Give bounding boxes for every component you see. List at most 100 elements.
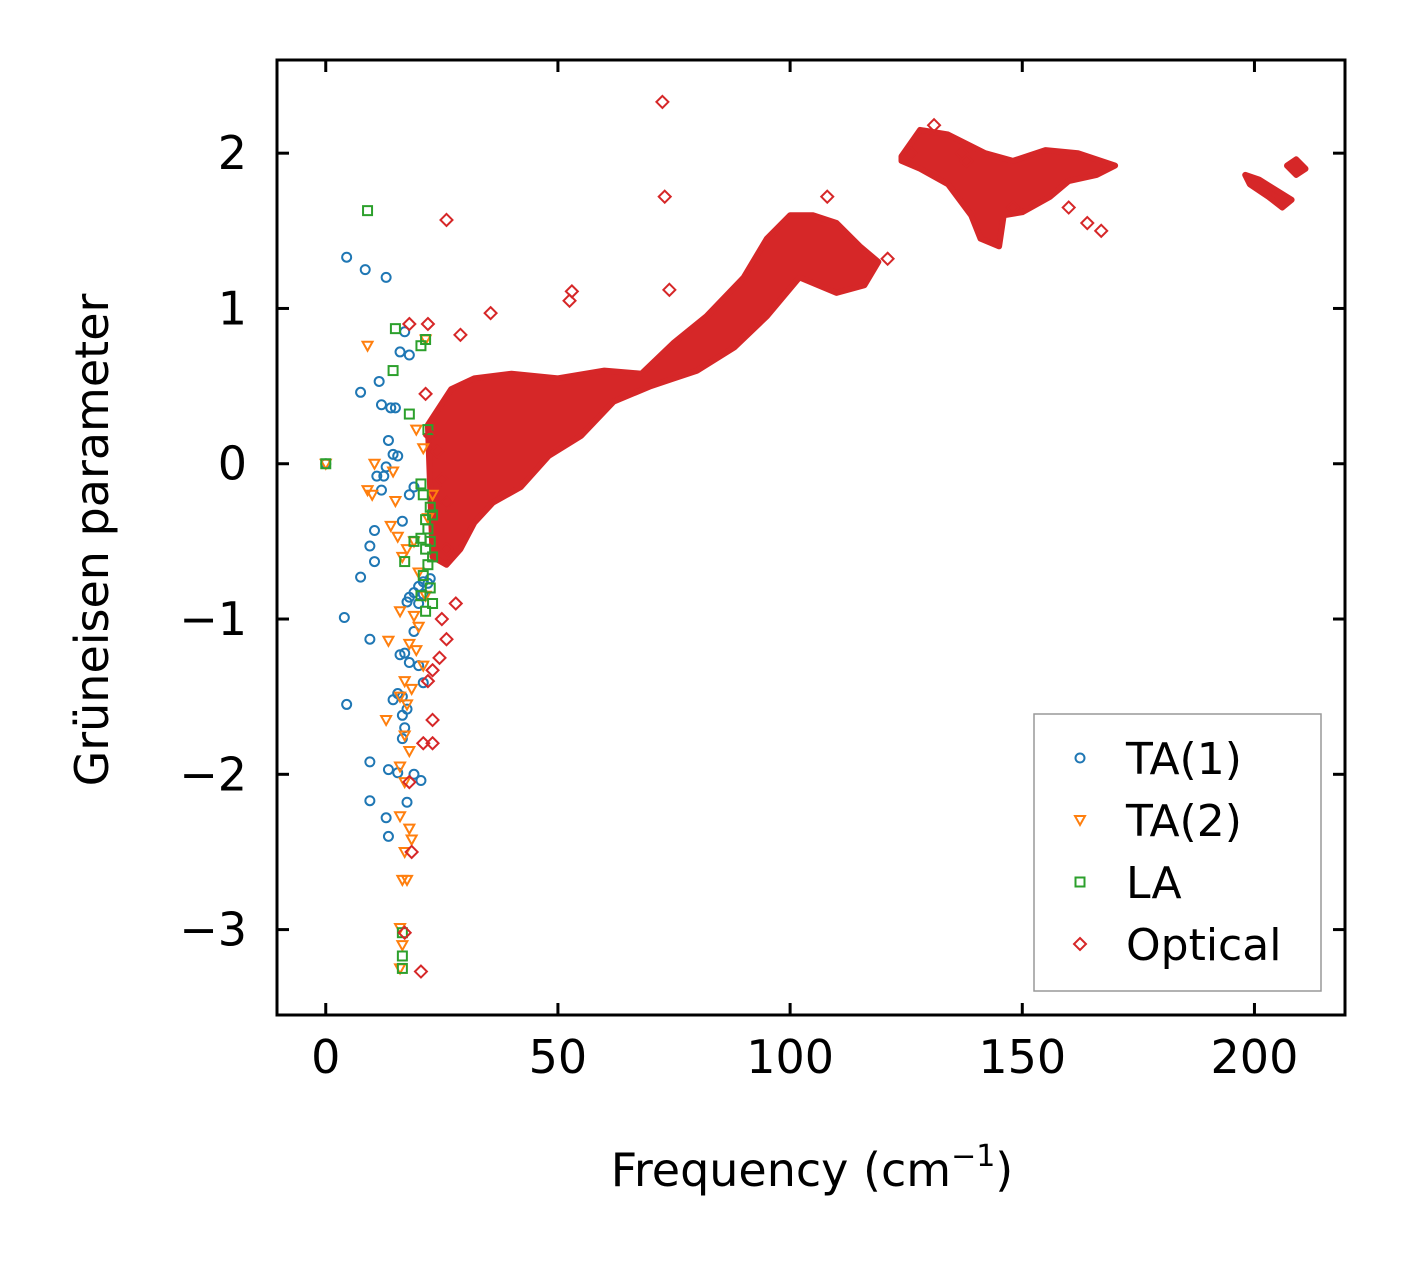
optical-dense-bands: [424, 126, 1309, 568]
data-point: [415, 590, 427, 602]
data-point: [389, 323, 401, 335]
data-point: [399, 556, 411, 568]
data-point: [411, 567, 426, 580]
data-point: [1079, 215, 1095, 231]
data-point: [391, 531, 405, 544]
data-point: [439, 495, 454, 510]
data-point: [365, 489, 379, 502]
data-point: [417, 570, 429, 582]
data-point: [402, 638, 417, 651]
data-point: [434, 611, 450, 627]
data-point: [439, 631, 454, 647]
data-point: [379, 714, 393, 728]
data-point: [420, 316, 436, 332]
data-point: [355, 571, 367, 583]
data-point: [409, 424, 424, 437]
y-tick-label: 0: [218, 437, 247, 491]
data-point: [394, 346, 406, 358]
data-point: [380, 812, 392, 824]
data-point: [320, 458, 332, 470]
data-point: [959, 153, 974, 169]
data-point: [341, 698, 353, 710]
x-tick-label: 150: [978, 1030, 1066, 1084]
data-point: [396, 962, 408, 974]
x-tick-label: 200: [1211, 1030, 1299, 1084]
series-la: [320, 205, 439, 974]
data-point: [359, 264, 371, 276]
data-point: [385, 402, 397, 414]
data-point: [404, 834, 419, 847]
data-point: [388, 496, 403, 509]
data-point: [360, 340, 375, 353]
y-tick-label: −3: [179, 903, 247, 957]
data-point: [417, 677, 429, 689]
data-markers: [319, 94, 1109, 979]
data-point: [420, 673, 436, 689]
data-point: [396, 515, 408, 527]
data-point: [389, 402, 401, 414]
y-tick-label: 2: [218, 126, 247, 180]
data-point: [393, 606, 407, 619]
data-point: [403, 657, 415, 669]
data-point: [400, 874, 414, 887]
data-point: [661, 282, 677, 298]
data-point: [425, 662, 440, 678]
data-point: [381, 635, 396, 648]
data-point: [378, 470, 390, 482]
data-point: [413, 964, 429, 979]
data-point: [364, 540, 376, 552]
data-point: [403, 408, 415, 420]
data-point: [402, 823, 417, 836]
data-point: [417, 588, 429, 600]
x-axis-title-superscript: −1: [951, 1139, 995, 1174]
plot-frame: [275, 58, 1347, 1017]
data-point: [453, 327, 468, 343]
x-tick-label: 0: [311, 1030, 340, 1084]
legend-label: LA: [1126, 858, 1182, 909]
data-point: [425, 712, 440, 728]
legend-frame: [1033, 713, 1322, 992]
data-point: [657, 189, 673, 205]
data-point: [364, 756, 376, 768]
legend-entry: TA(1): [1074, 734, 1242, 785]
data-point: [407, 610, 421, 623]
legend-marker: [1073, 815, 1087, 828]
data-point: [403, 349, 415, 361]
optical-band-3: [1284, 156, 1309, 178]
data-point: [369, 556, 381, 568]
axis-ticks: 0 50 100 150 200 −3 −2 −1 0 1 2: [179, 60, 1345, 1084]
data-point: [392, 450, 404, 462]
x-axis-title: Frequency (cm−1): [611, 1139, 1014, 1197]
data-point: [373, 375, 385, 387]
optical-band-1: [898, 126, 1119, 250]
data-point: [425, 489, 440, 502]
data-point: [401, 774, 417, 790]
data-point: [393, 811, 407, 824]
data-point: [415, 775, 427, 787]
data-point: [413, 597, 425, 609]
data-point: [654, 94, 670, 110]
legend-marker: [1074, 876, 1086, 888]
data-point: [367, 458, 382, 471]
x-axis-title-main: Frequency (cm: [611, 1143, 951, 1197]
data-point: [439, 212, 454, 228]
data-point: [418, 386, 434, 402]
data-point: [382, 764, 394, 776]
data-point: [400, 544, 414, 557]
data-point: [415, 340, 427, 352]
data-point: [395, 940, 410, 953]
data-point: [416, 443, 430, 456]
y-tick-label: −2: [179, 747, 247, 801]
data-point: [424, 582, 436, 594]
data-point: [375, 399, 387, 411]
x-tick-label: 50: [529, 1030, 588, 1084]
legend-entry: LA: [1074, 858, 1182, 909]
data-point: [432, 650, 447, 666]
data-point: [422, 559, 434, 571]
legend-marker: [1072, 936, 1088, 952]
x-axis-title-suffix: ): [995, 1143, 1013, 1197]
legend-label: TA(1): [1125, 734, 1242, 785]
data-point: [387, 694, 399, 706]
